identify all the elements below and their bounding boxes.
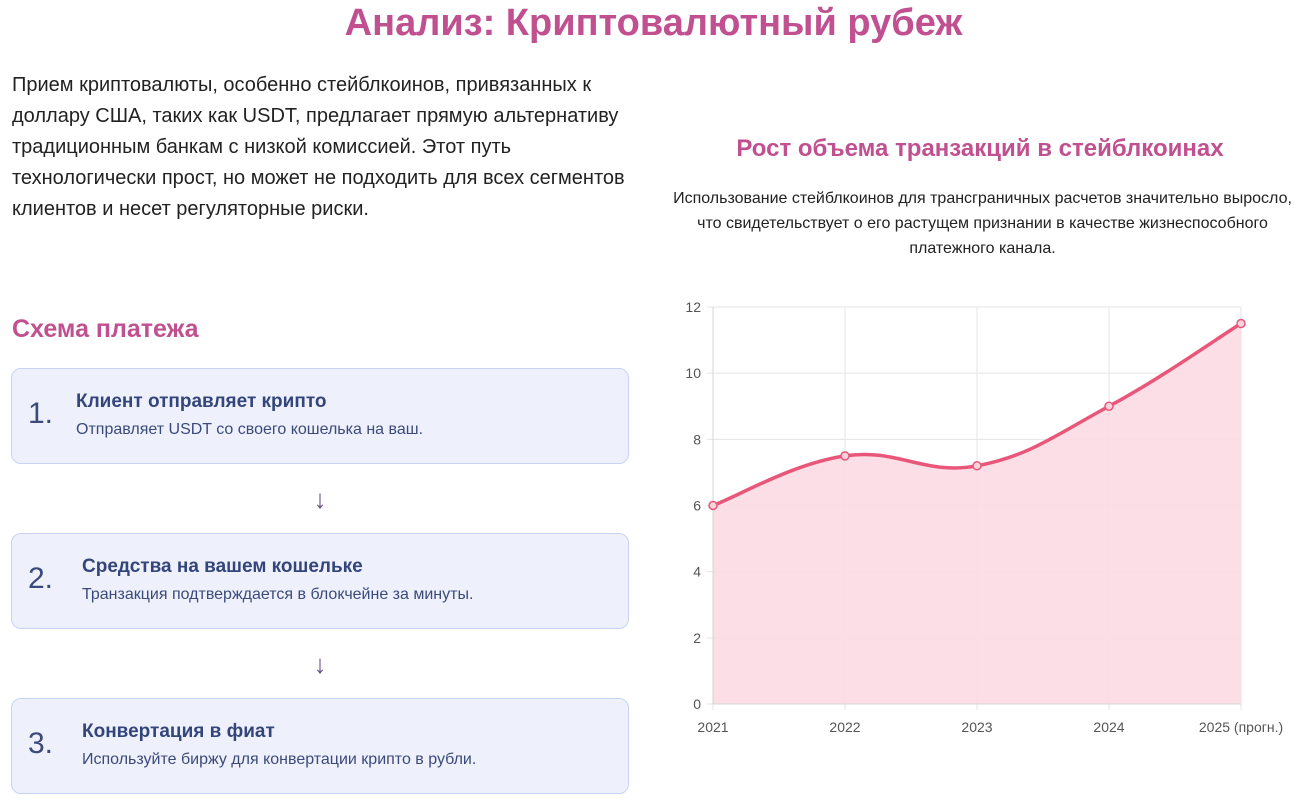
- data-point: [972, 461, 982, 471]
- x-tick-label: 2021: [697, 719, 728, 735]
- step-description: Транзакция подтверждается в блокчейне за…: [82, 586, 474, 603]
- data-point: [840, 451, 850, 461]
- page-title: Анализ: Криптовалютный рубеж: [344, 2, 963, 44]
- step-title: Конвертация в фиат: [82, 721, 275, 742]
- x-tick-label: 2025 (прогн.): [1199, 719, 1283, 735]
- down-arrow-icon: ↓: [313, 484, 327, 514]
- step-description: Используйте биржу для конвертации крипто…: [82, 751, 477, 768]
- step-card-2: 2. Средства на вашем кошельке Транзакция…: [11, 533, 629, 629]
- data-point: [1236, 318, 1246, 329]
- step-card-1: 1. Клиент отправляет крипто Отправляет U…: [11, 368, 629, 464]
- step-title: Клиент отправляет крипто: [76, 391, 327, 412]
- step-number: 2.: [28, 562, 54, 595]
- data-point: [708, 500, 718, 511]
- step-title: Средства на вашем кошельке: [82, 556, 363, 577]
- chart-title: Рост объема транзакций в стейблкоинах: [736, 135, 1224, 162]
- x-tick-label: 2022: [829, 719, 860, 735]
- step-card-3: 3. Конвертация в фиат Используйте биржу …: [11, 698, 629, 794]
- y-tick-label: 0: [693, 696, 701, 712]
- step-number: 1.: [28, 397, 54, 430]
- y-tick-label: 2: [693, 630, 701, 646]
- x-tick-label: 2024: [1093, 719, 1124, 735]
- step-description: Отправляет USDT со своего кошелька на ва…: [76, 421, 424, 438]
- chart-description: Использование стейблкоинов для трансгран…: [673, 190, 1292, 257]
- intro-text: Прием криптовалюты, особенно стейблкоино…: [12, 74, 625, 220]
- data-point: [1104, 401, 1114, 411]
- step-number: 3.: [28, 727, 54, 760]
- series-area: [713, 323, 1241, 704]
- y-tick-label: 10: [685, 365, 701, 381]
- y-tick-label: 6: [693, 498, 701, 514]
- down-arrow-icon: ↓: [313, 649, 327, 679]
- x-tick-label: 2023: [961, 719, 992, 735]
- payment-scheme-title: Схема платежа: [12, 315, 199, 343]
- y-tick-label: 8: [693, 431, 701, 447]
- y-tick-label: 4: [693, 564, 701, 580]
- y-tick-label: 12: [685, 299, 701, 315]
